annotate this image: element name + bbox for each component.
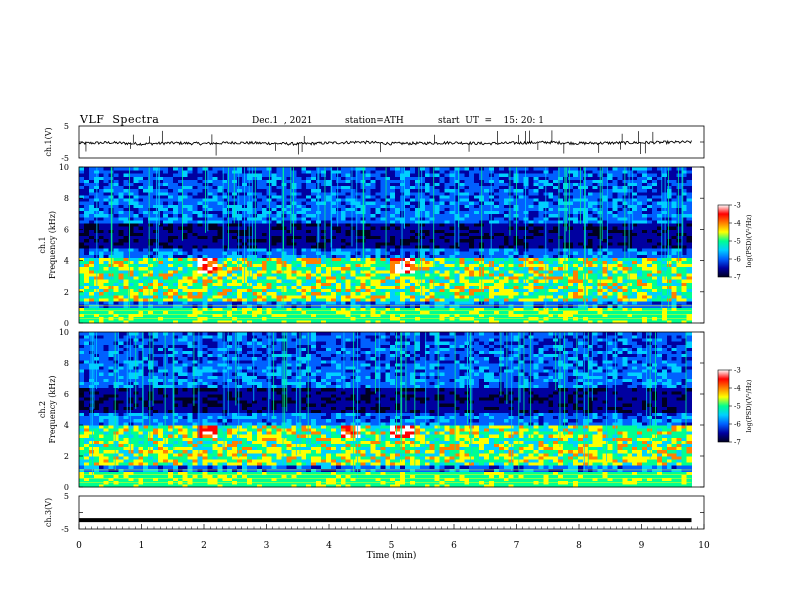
ch1-spectrogram-ytick-label: 0 [64,319,69,328]
ch2-spectrogram-frame [78,331,705,488]
ch1-spectrogram-colorbar-tick-label: -3 [734,202,741,210]
x-tick-label: 0 [76,541,82,551]
x-tick-label: 10 [698,541,710,551]
figure-title: VLF Spectra [80,113,160,126]
ch1-spectrogram-colorbar-tick-label: -7 [734,274,741,282]
ch1-spectrogram-colorbar-tick-label: -4 [734,220,741,228]
x-axis-label: Time (min) [367,550,417,561]
ch1-spectrogram-ytick-label: 6 [64,225,69,234]
ch2-spectrogram-colorbar [717,369,730,443]
ch2-spectrogram-ytick-label: 8 [64,359,69,368]
x-tick-label: 9 [639,541,645,551]
ch2-spectrogram-colorbar-label: log(PSD)(V²/Hz) [745,379,753,432]
ch2-spectrogram-panel [78,331,732,488]
ch1-spectrogram-ytick-label: 2 [64,288,69,297]
ch1-spectrogram-frame [78,166,705,324]
ch2-spectrogram-colorbar-tick-label: -6 [734,421,741,429]
x-tick-label: 6 [451,541,457,551]
ch3-waveform-ytick-bottom: -5 [61,525,69,534]
ch2-spectrogram-cells [79,332,692,488]
x-tick-label: 4 [326,541,332,551]
ch2-spectrogram-colorbar-tick-label: -5 [734,403,741,411]
ch2-spectrogram-ytick-label: 2 [64,452,69,461]
ch2-spectrogram-ylabel-line: Frequency (kHz) [48,375,57,443]
ch2-spectrogram-colorbar-tick-label: -3 [734,367,741,375]
ch1-spectrogram-ytick-label: 10 [59,163,69,172]
ch1-spectrogram-panel [78,166,732,324]
ch1-spectrogram-colorbar-tick-label: -6 [734,256,741,264]
ch2-spectrogram-ytick-label: 0 [64,483,69,492]
date-label: Dec.1 , 2021 [252,116,313,126]
x-tick-label: 8 [576,541,582,551]
x-tick-label: 7 [514,541,520,551]
ch1-spectrogram-ylabel-line: Frequency (kHz) [48,211,57,279]
ch1-waveform-trace [78,139,692,147]
x-tick-label: 1 [139,541,145,551]
ch1-waveform-frame [78,125,705,159]
ch1-waveform-ytick-bottom: -5 [61,154,69,163]
ch1-spectrogram-ytick-label: 8 [64,194,69,203]
ch2-spectrogram-ytick-label: 10 [59,328,69,337]
ch1-spectrogram-ytick-label: 4 [64,257,69,266]
ch1-spectrogram-colorbar [717,204,730,278]
ch1-waveform-ytick-top: 5 [64,122,69,131]
ch1-waveform-ylabel: ch.1(V) [44,127,53,156]
ch1-waveform-panel [78,125,705,159]
x-tick-label: 3 [264,541,270,551]
x-tick-label: 2 [201,541,207,551]
ch2-spectrogram-colorbar-tick-label: -7 [734,439,741,447]
ch1-spectrogram-ylabel-line: ch.1 [38,236,47,253]
ch1-spectrogram-colorbar-tick-label: -5 [734,238,741,246]
x-tick-label: 5 [389,541,395,551]
station-label: station=ATH [345,116,404,126]
ch2-spectrogram-colorbar-tick-label: -4 [734,385,741,393]
start-time-label: start UT = 15: 20: 1 [438,116,544,126]
ch3-waveform-ylabel: ch.3(V) [44,498,53,527]
ch2-spectrogram-ytick-label: 6 [64,390,69,399]
ch1-spectrogram-colorbar-label: log(PSD)(V²/Hz) [745,214,753,267]
ch2-spectrogram-ytick-label: 4 [64,421,69,430]
ch3-waveform-ytick-top: 5 [64,492,69,501]
ch2-spectrogram-ylabel-line: ch.2 [38,401,47,418]
